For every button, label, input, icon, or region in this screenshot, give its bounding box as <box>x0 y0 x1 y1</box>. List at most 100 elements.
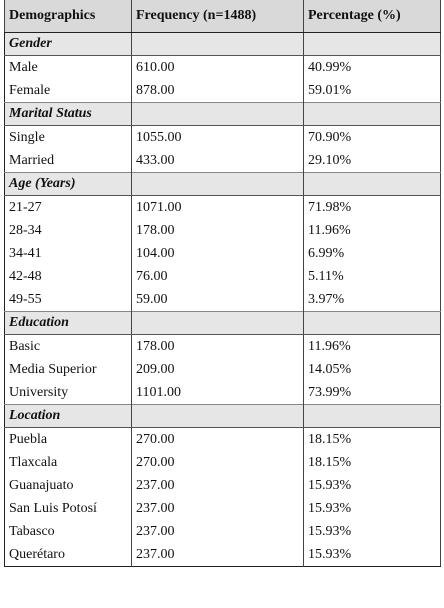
data-row: Tlaxcala 270.00 18.15% <box>5 451 441 474</box>
label-cell: 49-55 <box>9 291 42 307</box>
frequency-cell: 270.00 <box>131 427 304 451</box>
percentage-cell: 15.93% <box>303 543 441 567</box>
label-cell: Puebla <box>9 431 48 447</box>
frequency-cell: 209.00 <box>131 358 304 381</box>
percentage-cell: 15.93% <box>303 474 441 497</box>
section-cell <box>131 311 304 335</box>
data-row: 49-55 59.00 3.97% <box>5 288 441 312</box>
section-cell <box>303 172 441 196</box>
frequency-cell: 178.00 <box>131 219 304 242</box>
percentage-cell: 6.99% <box>303 242 441 265</box>
header-row: Demographics Frequency (n=1488) Percentage… <box>4 0 441 33</box>
percentage-cell: 73.99% <box>303 381 441 405</box>
label-cell: Guanajuato <box>9 477 74 493</box>
section-title: Location <box>4 404 132 428</box>
percentage-cell: 5.11% <box>303 265 441 288</box>
frequency-cell: 1055.00 <box>131 125 304 149</box>
section-cell <box>131 102 304 126</box>
frequency-cell: 1101.00 <box>131 381 304 405</box>
section-row: Gender <box>4 32 441 56</box>
data-row: Single 1055.00 70.90% <box>5 125 441 149</box>
section-title: Education <box>4 311 132 335</box>
percentage-cell: 14.05% <box>303 358 441 381</box>
data-row: Puebla 270.00 18.15% <box>5 427 441 451</box>
percentage-cell: 11.96% <box>303 219 441 242</box>
data-row: 28-34 178.00 11.96% <box>5 219 441 242</box>
section-row: Education <box>4 311 441 335</box>
section-cell <box>303 404 441 428</box>
frequency-cell: 178.00 <box>131 334 304 358</box>
header-cell: Percentage (%) <box>303 0 441 33</box>
label-cell: Married <box>9 152 55 168</box>
data-row: Married 433.00 29.10% <box>5 149 441 173</box>
data-row: 42-48 76.00 5.11% <box>5 265 441 288</box>
label-cell: 21-27 <box>9 199 42 215</box>
frequency-cell: 59.00 <box>131 288 304 312</box>
frequency-cell: 237.00 <box>131 474 304 497</box>
frequency-cell: 76.00 <box>131 265 304 288</box>
frequency-cell: 433.00 <box>131 149 304 173</box>
section-row: Marital Status <box>4 102 441 126</box>
section-row: Age (Years) <box>4 172 441 196</box>
section-cell <box>303 311 441 335</box>
label-cell: Basic <box>9 338 41 354</box>
label-cell: 42-48 <box>9 268 42 284</box>
header-cell: Frequency (n=1488) <box>131 0 304 33</box>
data-row: University 1101.00 73.99% <box>5 381 441 405</box>
data-row: 21-27 1071.00 71.98% <box>5 195 441 219</box>
percentage-cell: 3.97% <box>303 288 441 312</box>
table-body: Gender Male 610.00 40.99% Female 878.00 59.01%… <box>4 32 441 567</box>
label-cell: Querétaro <box>9 546 65 562</box>
data-row: 34-41 104.00 6.99% <box>5 242 441 265</box>
data-row: Guanajuato 237.00 15.93% <box>5 474 441 497</box>
table-header: Demographics Frequency (n=1488) Percentage… <box>4 0 441 33</box>
section-cell <box>131 172 304 196</box>
label-cell: 34-41 <box>9 245 42 261</box>
frequency-cell: 1071.00 <box>131 195 304 219</box>
label-cell: Tlaxcala <box>9 454 58 470</box>
percentage-cell: 59.01% <box>303 79 441 103</box>
label-cell: San Luis Potosí <box>9 500 97 516</box>
percentage-cell: 18.15% <box>303 427 441 451</box>
label-cell: University <box>9 384 69 400</box>
data-row: Basic 178.00 11.96% <box>5 334 441 358</box>
data-row: Tabasco 237.00 15.93% <box>5 520 441 543</box>
frequency-cell: 237.00 <box>131 497 304 520</box>
data-row: Media Superior 209.00 14.05% <box>5 358 441 381</box>
label-cell: Tabasco <box>9 523 55 539</box>
section-title: Gender <box>4 32 132 56</box>
percentage-cell: 40.99% <box>303 55 441 79</box>
percentage-cell: 29.10% <box>303 149 441 173</box>
frequency-cell: 270.00 <box>131 451 304 474</box>
label-cell: Single <box>9 129 45 145</box>
frequency-cell: 878.00 <box>131 79 304 103</box>
demographics-table: Demographics Frequency (n=1488) Percentage… <box>4 0 441 567</box>
label-cell: Female <box>9 82 51 98</box>
section-cell <box>303 32 441 56</box>
section-title: Marital Status <box>4 102 132 126</box>
label-cell: 28-34 <box>9 222 42 238</box>
section-row: Location <box>4 404 441 428</box>
percentage-cell: 15.93% <box>303 497 441 520</box>
section-cell <box>131 404 304 428</box>
percentage-cell: 15.93% <box>303 520 441 543</box>
percentage-cell: 11.96% <box>303 334 441 358</box>
frequency-cell: 237.00 <box>131 543 304 567</box>
section-cell <box>303 102 441 126</box>
data-row: Male 610.00 40.99% <box>5 55 441 79</box>
section-cell <box>131 32 304 56</box>
section-title: Age (Years) <box>4 172 132 196</box>
header-cell: Demographics <box>4 0 132 33</box>
data-row: Female 878.00 59.01% <box>5 79 441 103</box>
data-row: San Luis Potosí 237.00 15.93% <box>5 497 441 520</box>
percentage-cell: 70.90% <box>303 125 441 149</box>
frequency-cell: 104.00 <box>131 242 304 265</box>
percentage-cell: 71.98% <box>303 195 441 219</box>
frequency-cell: 610.00 <box>131 55 304 79</box>
label-cell: Media Superior <box>9 361 97 377</box>
percentage-cell: 18.15% <box>303 451 441 474</box>
data-row: Querétaro 237.00 15.93% <box>5 543 441 567</box>
label-cell: Male <box>9 59 38 75</box>
frequency-cell: 237.00 <box>131 520 304 543</box>
